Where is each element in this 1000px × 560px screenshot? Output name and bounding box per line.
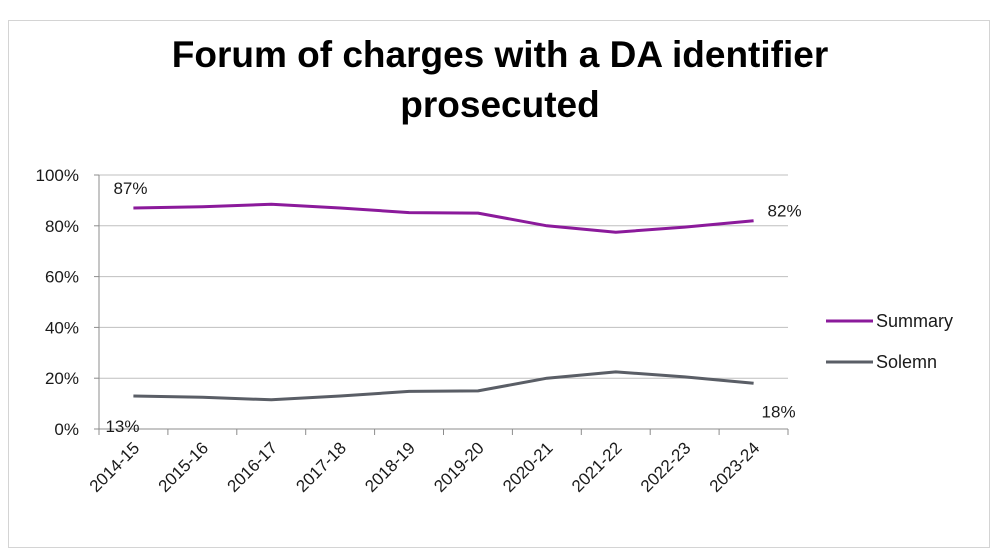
x-tick-label: 2015-16 <box>155 438 213 496</box>
x-tick-label: 2018-19 <box>361 438 419 496</box>
y-tick-label: 40% <box>45 318 79 337</box>
x-tick-label: 2020-21 <box>499 438 557 496</box>
chart-area <box>8 20 990 548</box>
x-tick-label: 2021-22 <box>568 438 626 496</box>
series-line-solemn <box>133 370 754 402</box>
legend-label-solemn: Solemn <box>876 352 937 372</box>
x-tick-label: 2017-18 <box>292 438 350 496</box>
x-tick-label: 2023-24 <box>706 438 764 496</box>
x-tick-label: 2022-23 <box>637 438 695 496</box>
y-tick-label: 100% <box>36 166 79 185</box>
x-tick-label: 2019-20 <box>430 438 488 496</box>
data-label: 13% <box>105 417 139 436</box>
legend-label-summary: Summary <box>876 311 953 331</box>
x-tick-label: 2016-17 <box>224 438 282 496</box>
data-label: 87% <box>113 179 147 198</box>
x-tick-label: 2014-15 <box>86 438 144 496</box>
data-label: 82% <box>768 202 802 221</box>
y-tick-label: 0% <box>54 420 79 439</box>
y-tick-label: 20% <box>45 369 79 388</box>
chart-title-line-2: prosecuted <box>400 84 600 125</box>
data-label: 18% <box>762 402 796 421</box>
series-line-summary <box>133 202 754 234</box>
y-tick-label: 60% <box>45 268 79 287</box>
chart-title: Forum of charges with a DA identifier pr… <box>0 30 1000 130</box>
y-tick-label: 80% <box>45 217 79 236</box>
chart-title-line-1: Forum of charges with a DA identifier <box>171 34 829 75</box>
